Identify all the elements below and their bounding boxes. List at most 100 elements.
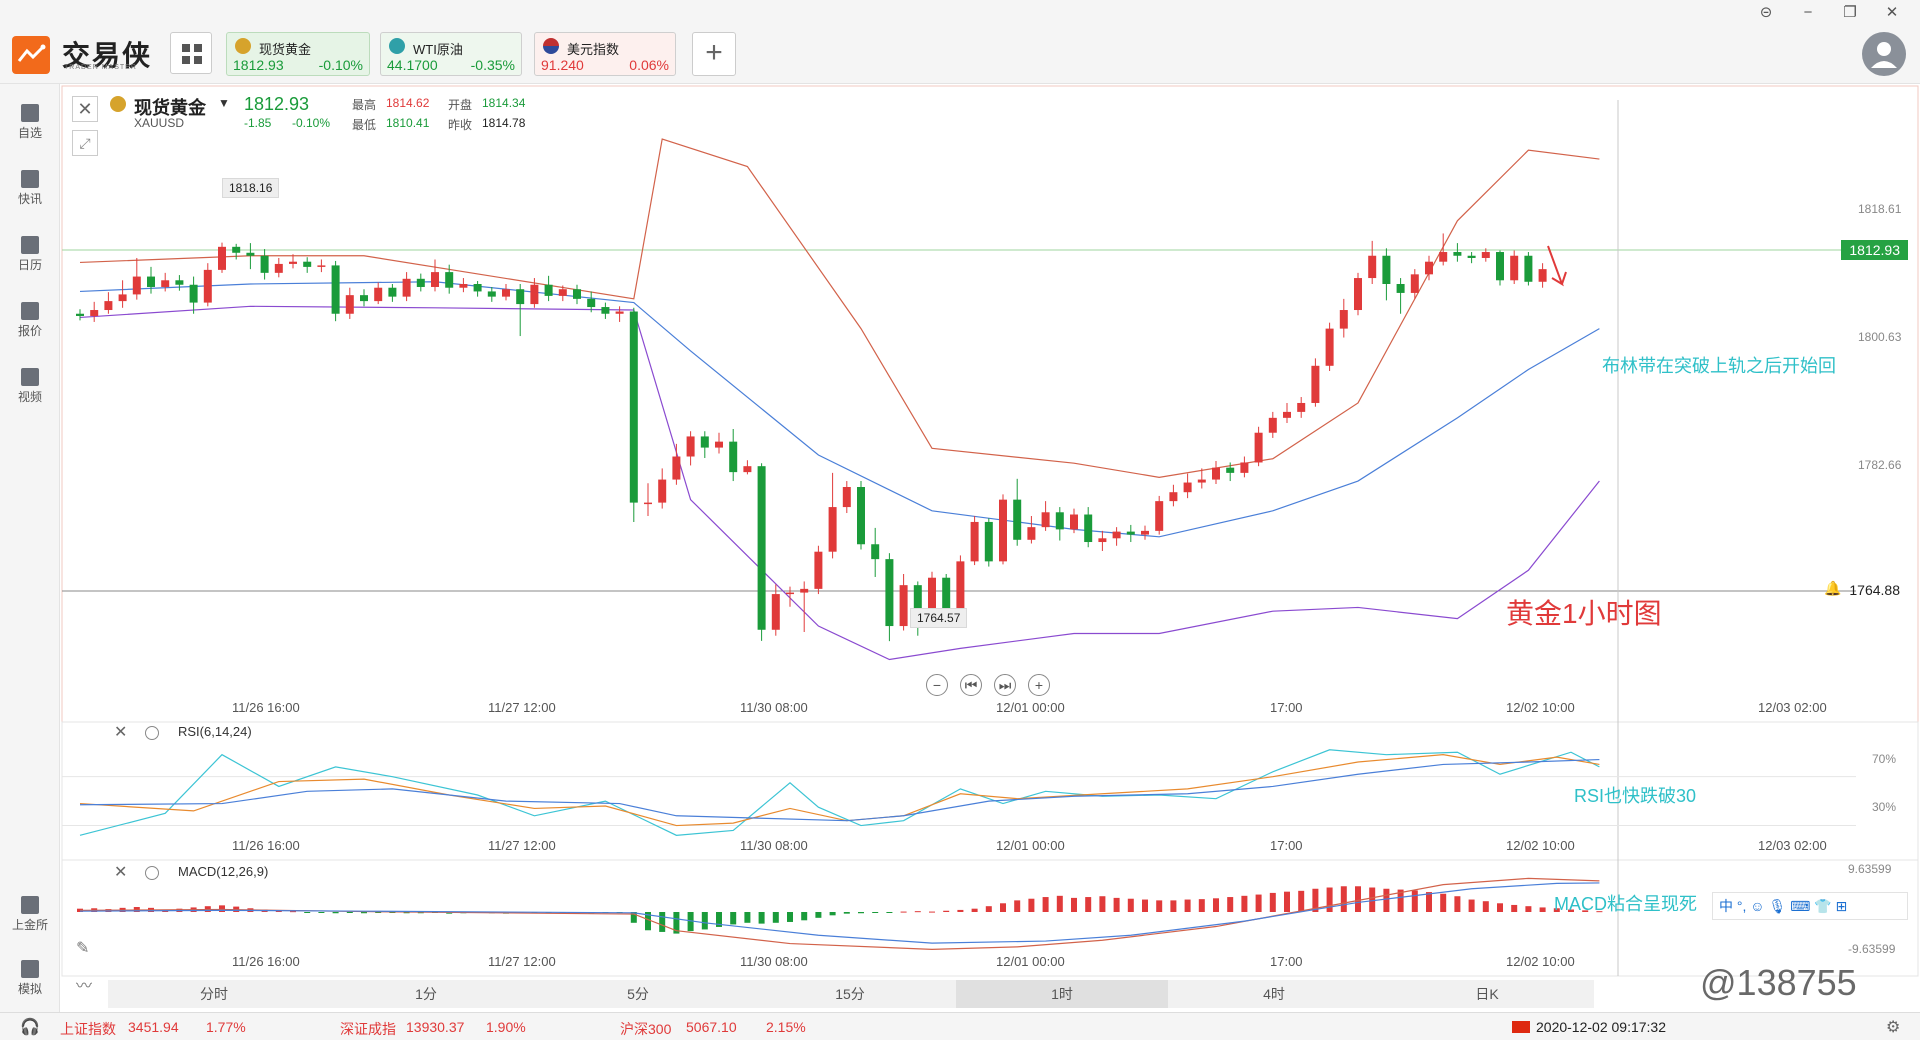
rsi-settings-icon[interactable] [145,726,159,740]
skin-icon[interactable]: ⊝ [1759,4,1773,21]
instrument-name[interactable]: 现货黄金 [134,98,206,118]
close-icon: ✕ [77,99,93,119]
restore-icon[interactable]: ❐ [1843,4,1857,21]
sidebar-item-sge[interactable]: 上金所 [0,890,60,942]
close-icon[interactable]: ✕ [1885,4,1899,21]
status-index-name[interactable]: 深证成指 [340,1021,396,1037]
plus-icon: + [705,36,723,69]
sidebar-item-label: 上金所 [11,918,48,932]
close-chart-button[interactable]: ✕ [72,96,98,122]
candle-body [175,280,184,285]
period-tab[interactable]: 5分 [627,986,649,1002]
candle-body [104,301,113,311]
expand-chart-button[interactable]: ⤢ [72,130,98,156]
candle-body [203,269,212,303]
time-axis-label: 12/03 02:00 [1758,838,1827,853]
headset-icon[interactable]: 🎧 [20,1019,40,1036]
chart-canvas[interactable] [0,0,1920,1012]
quote-name: WTI原油 [413,42,463,57]
time-axis-label: 12/02 10:00 [1506,838,1575,853]
zoom-out-button[interactable]: − [926,674,948,696]
rsi14-line [79,754,1600,827]
layout-grid-button[interactable] [170,32,212,74]
close-rsi-icon[interactable]: ✕ [114,724,128,741]
period-tab-active[interactable]: 1时 [956,980,1168,1008]
candle-body [601,307,610,314]
close-macd-icon[interactable]: ✕ [114,864,128,881]
candle-body [1169,492,1178,502]
low-price-bubble: 1764.57 [910,608,968,628]
indicator-icon[interactable]: 〰 [76,978,93,995]
macd-histogram-bar [829,912,836,916]
trend-arrow [1547,245,1567,287]
ime-toolbar[interactable]: 中 °, ☺ 🎙 ⌨ 👕 ⊞ [1712,892,1908,920]
candle-body [928,577,936,619]
sidebar-item-quotes[interactable]: 报价 [0,296,60,348]
candle-body [1481,252,1490,258]
time-axis-label: 11/27 12:00 [488,954,556,969]
macd-histogram-bar [630,912,637,923]
time-axis-label: 11/27 12:00 [488,700,556,715]
macd-histogram-bar [843,912,850,914]
macd-histogram-bar [346,912,353,913]
macd-histogram-bar [1241,895,1248,912]
quote-tab-wti[interactable]: WTI原油 44.1700 -0.35% [380,32,522,76]
user-avatar[interactable] [1862,32,1906,76]
instrument-change-pct: -0.10% [292,116,331,130]
user-icon [1871,42,1897,68]
macd-histogram-bar [971,908,978,912]
candle-body [544,284,553,296]
candle-body [445,272,454,288]
macd-histogram-bar [943,910,950,912]
macd-histogram-bar [77,908,83,912]
instrument-change: -1.85 [244,116,272,130]
chevron-down-icon[interactable]: ▼ [218,96,230,110]
macd-histogram-bar [701,912,708,930]
pencil-icon[interactable]: ✎ [76,940,90,957]
candle-body [90,310,99,316]
bell-icon[interactable]: 🔔 [1824,580,1842,596]
macd-histogram-bar [787,912,793,922]
status-index-value: 5067.10 [686,1019,737,1035]
macd-histogram-bar [957,909,964,912]
minimize-icon[interactable]: − [1803,4,1813,21]
status-index-name[interactable]: 上证指数 [60,1021,116,1037]
period-tab[interactable]: 15分 [835,986,865,1002]
macd-settings-icon[interactable] [145,866,159,880]
settings-icon[interactable]: ⚙ [1886,1019,1901,1036]
price-level-tag[interactable]: 1764.88 [1849,582,1900,598]
quote-chart-icon [21,302,39,320]
period-tab[interactable]: 4时 [1263,986,1285,1002]
time-axis-label: 12/01 00:00 [996,700,1065,715]
candle-body [1027,527,1036,540]
macd-histogram-bar [1497,903,1503,912]
period-tab[interactable]: 日K [1475,986,1499,1002]
candle-body [161,280,170,287]
quote-tab-gold[interactable]: 现货黄金 1812.93 -0.10% [226,32,370,76]
sidebar-item-simulation[interactable]: 模拟 [0,954,60,1006]
candle-body [1268,417,1277,433]
candle-body [757,466,766,630]
sidebar-item-video[interactable]: 视频 [0,362,60,414]
status-index-name[interactable]: 沪深300 [620,1021,672,1037]
macd-histogram-bar [1340,886,1347,912]
sidebar-item-news[interactable]: 快讯 [0,164,60,216]
candle-body [118,294,127,302]
time-axis-label: 12/01 00:00 [996,954,1065,969]
annotation-bollinger: 布林带在突破上轨之后开始回 [1602,356,1836,376]
period-tab[interactable]: 分时 [200,986,228,1002]
period-selector: 分时 1分 5分 15分 1时 4时 日K [108,980,1594,1008]
macd-histogram-bar [1198,899,1205,912]
candle-body [942,577,951,614]
instrument-price: 1812.93 [244,94,310,114]
scroll-end-button[interactable]: ⏭ [994,674,1016,696]
plus-icon: + [1034,677,1044,693]
quote-tab-usd-index[interactable]: 美元指数 91.240 0.06% [534,32,676,76]
period-tab[interactable]: 1分 [415,986,437,1002]
scroll-start-button[interactable]: ⏮ [960,674,982,696]
sidebar-item-watchlist[interactable]: 自选 [0,98,60,150]
sidebar-item-calendar[interactable]: 日历 [0,230,60,282]
macd-histogram-bar [1170,900,1177,912]
add-tab-button[interactable]: + [692,32,736,76]
zoom-in-button[interactable]: + [1028,674,1050,696]
